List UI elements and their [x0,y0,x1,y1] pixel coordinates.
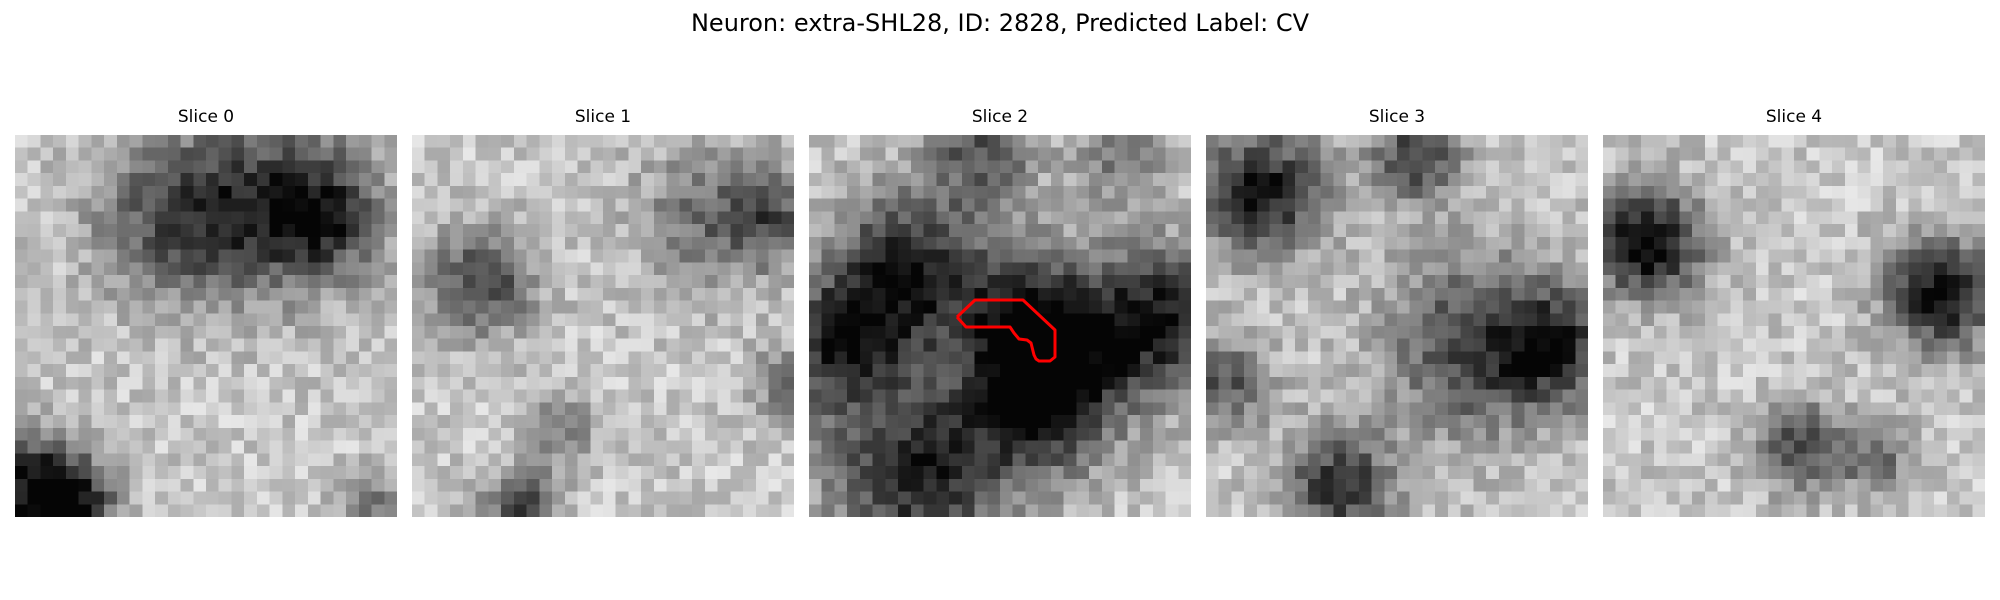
slice-panel-0: Slice 0 [15,105,397,517]
slice-title: Slice 3 [1368,107,1426,127]
slice-title: Slice 1 [574,107,632,127]
slice-image [412,135,794,517]
slice-title: Slice 2 [971,107,1029,127]
slice-panel-1: Slice 1 [412,105,794,517]
slice-title: Slice 0 [177,107,235,127]
figure-title: Neuron: extra-SHL28, ID: 2828, Predicted… [690,9,1310,37]
slice-panel-3: Slice 3 [1206,105,1588,517]
roi-outline-path [955,298,1057,363]
slice-panel-4: Slice 4 [1603,105,1985,517]
slice-title: Slice 4 [1765,107,1823,127]
slice-panel-2: Slice 2 [809,105,1191,517]
slice-image [15,135,397,517]
roi-outline [955,298,1057,363]
slice-image [1603,135,1985,517]
slice-image [1206,135,1588,517]
